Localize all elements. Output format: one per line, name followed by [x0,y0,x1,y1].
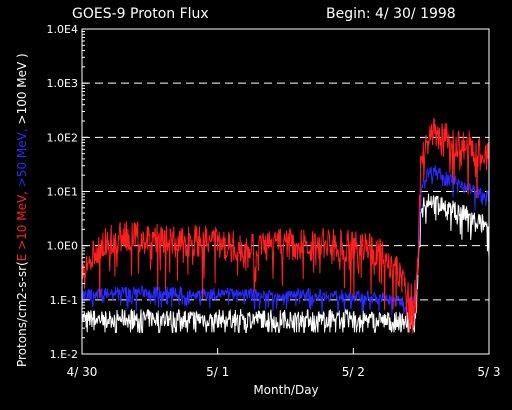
y-tick-label: 1.0E3 [47,77,78,90]
y-axis-ticks: 1.E-2 1.E-1 1.0E0 1.0E1 1.0E2 1.0E3 1.0E4 [47,23,88,361]
x-tick-label: 4/ 30 [67,365,98,379]
y-axis-label-part: Protons/cm2-s-sr( [15,261,29,367]
y-axis-label-part: >50 MeV, [15,124,29,187]
y-tick-label: 1.0E4 [47,23,78,36]
y-tick-label: 1.0E0 [47,240,78,253]
y-tick-label: 1.E-1 [50,294,78,307]
y-tick-label: 1.E-2 [50,348,78,361]
series-line [81,193,490,333]
chart-title: GOES-9 Proton Flux [72,6,209,22]
y-axis-label-part: >100 MeV ) [15,53,29,124]
x-tick-label: 5/ 3 [477,365,500,379]
x-axis-label: Month/Day [253,383,318,397]
y-tick-label: 1.0E2 [47,131,78,144]
begin-date-label: Begin: 4/ 30/ 1998 [326,6,456,22]
y-axis-label: Protons/cm2-s-sr(E >10 MeV, >50 MeV, >10… [15,53,29,367]
x-tick-label: 5/ 1 [206,365,229,379]
x-tick-label: 5/ 2 [342,365,365,379]
series-line [81,117,490,334]
data-series [81,117,490,334]
y-tick-label: 1.0E1 [47,186,78,199]
x-axis-ticks: 4/ 30 5/ 1 5/ 2 5/ 3 [67,348,501,379]
y-axis-label-part: E >10 MeV, [15,187,29,261]
series-line [81,164,490,323]
